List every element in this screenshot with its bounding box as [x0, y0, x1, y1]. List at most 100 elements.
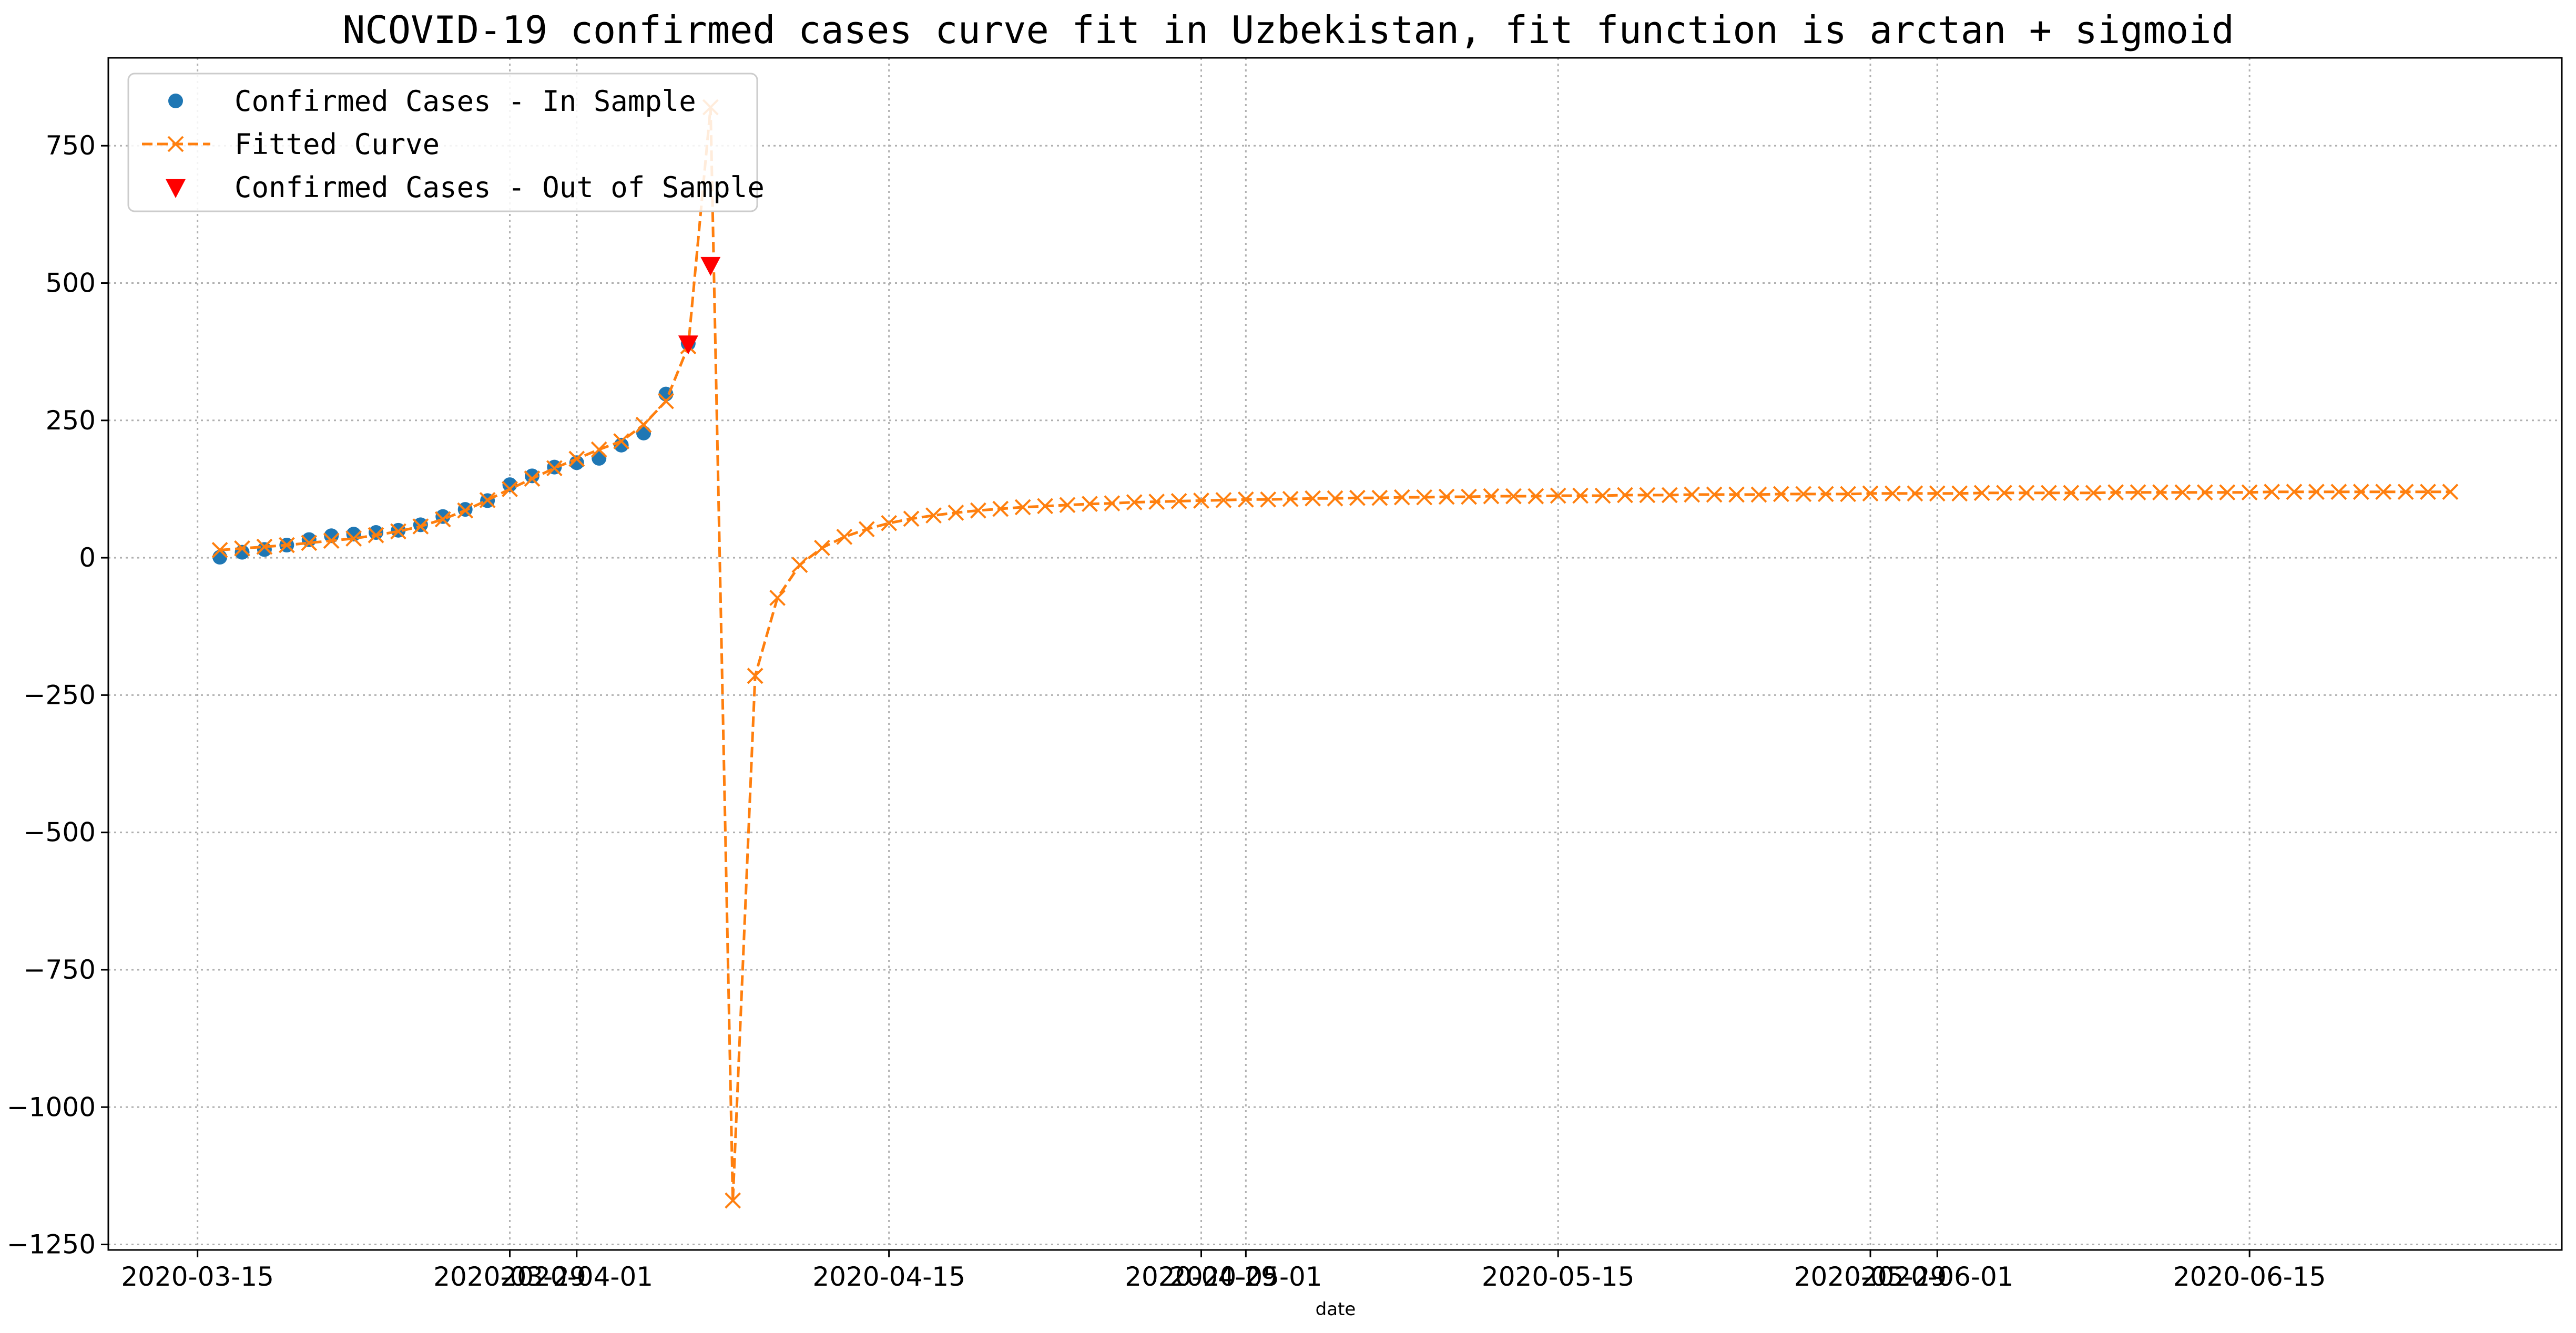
fitted-curve-marker — [1059, 497, 1076, 514]
fitted-curve-marker — [2375, 484, 2392, 500]
data-point-out-of-sample — [700, 257, 721, 276]
fitted-curve-marker — [1973, 485, 1990, 501]
x-tick-label: 2020-04-15 — [812, 1262, 965, 1292]
fitted-curve-marker — [1014, 499, 1031, 516]
data-point-in-sample — [257, 542, 272, 557]
fitted-curve-marker — [368, 527, 384, 544]
fitted-curve-line — [219, 107, 2450, 1201]
fitted-curve-marker — [1461, 488, 1477, 505]
data-point-out-of-sample — [678, 335, 698, 355]
legend-entry: Confirmed Cases - In Sample — [168, 85, 696, 118]
fitted-curve-marker — [2241, 484, 2258, 501]
fitted-curve-marker — [769, 589, 786, 606]
fitted-curve-marker — [1148, 494, 1165, 510]
fitted-curve-marker — [2107, 484, 2124, 501]
fitted-curve-marker — [256, 538, 273, 555]
fitted-curve-marker — [1505, 488, 1522, 505]
x-tick-label: 2020-05-15 — [1482, 1262, 1635, 1292]
x-tick-label: 2020-03-15 — [121, 1262, 274, 1292]
fitted-curve-marker — [2219, 484, 2236, 501]
y-tick-label: −750 — [24, 955, 96, 985]
fitted-curve-marker — [211, 542, 228, 558]
fitted-curve-marker — [1750, 486, 1767, 503]
fitted-curve-marker — [502, 481, 518, 497]
fitted-curve-marker — [345, 530, 362, 547]
fitted-curve-marker — [1684, 486, 1701, 503]
fitted-curve-marker — [2397, 484, 2414, 500]
fitted-curve-marker — [881, 515, 898, 531]
fitted-curve-marker — [836, 528, 853, 545]
fitted-curve-marker — [1795, 486, 1812, 503]
fitted-curve-marker — [2063, 485, 2080, 501]
legend-entry: Fitted Curve — [142, 128, 440, 161]
fitted-curve-marker — [457, 502, 474, 519]
fitted-curve-marker — [791, 557, 808, 573]
x-tick-label: 2020-06-15 — [2173, 1262, 2326, 1292]
fitted-curve-marker — [1639, 487, 1656, 504]
fitted-curve-marker — [2174, 484, 2191, 501]
fitted-curve-marker — [1170, 493, 1187, 509]
fitted-curve-marker — [1817, 486, 1834, 503]
series-in-sample — [212, 336, 696, 565]
fitted-curve-marker — [1104, 495, 1121, 512]
fitted-curve-marker — [1126, 494, 1143, 510]
x-tick-label: 2020-06-01 — [1861, 1262, 2014, 1292]
fitted-curve-marker — [2442, 484, 2459, 500]
fitted-curve-marker — [1617, 487, 1633, 504]
fitted-curve-marker — [479, 491, 496, 508]
fitted-curve-marker — [1862, 485, 1879, 502]
fitted-curve-marker — [546, 460, 563, 477]
fitted-curve-marker — [1193, 492, 1209, 509]
fitted-curve-marker — [1550, 487, 1566, 504]
fitted-curve-marker — [1773, 486, 1789, 503]
fitted-curve-marker — [1260, 491, 1277, 508]
fitted-curve-marker — [1349, 489, 1366, 506]
fitted-curve-marker — [412, 518, 429, 535]
fitted-curve-marker — [234, 540, 250, 557]
x-axis-label: date — [1316, 1299, 1356, 1320]
fitted-curve-marker — [2085, 485, 2102, 501]
y-tick-label: 250 — [46, 405, 96, 436]
y-tick-label: 0 — [79, 542, 96, 573]
fitted-curve-marker — [1483, 488, 1500, 505]
fitted-curve-marker — [1416, 489, 1433, 506]
fitted-curve-marker — [1907, 485, 1923, 502]
fitted-curve-marker — [992, 500, 1009, 517]
fitted-curve-marker — [970, 502, 986, 519]
fitted-curve-marker — [1037, 498, 1053, 515]
fitted-curve-marker — [2152, 484, 2168, 501]
legend-label: Confirmed Cases - In Sample — [235, 85, 696, 118]
data-point-in-sample — [502, 477, 517, 493]
fitted-curve-marker — [813, 539, 830, 556]
fitted-curve-marker — [434, 511, 451, 528]
fitted-curve-marker — [658, 393, 674, 409]
legend-box — [127, 73, 758, 212]
x-tick-label: 2020-03-29 — [433, 1262, 586, 1292]
fitted-curve-marker — [1393, 489, 1410, 506]
chart-title: NCOVID-19 confirmed cases curve fit in U… — [342, 8, 2234, 52]
fitted-curve-marker — [1081, 496, 1098, 512]
fitted-curve-marker — [1996, 485, 2012, 501]
fitted-curve-marker — [2040, 485, 2057, 501]
fitted-curve-marker — [1706, 486, 1723, 503]
fitted-curve-marker — [725, 1192, 741, 1209]
legend: Confirmed Cases - In Sample Fitted Curve C… — [127, 73, 765, 212]
fitted-curve-marker — [948, 504, 964, 521]
fitted-curve-marker — [2264, 484, 2280, 500]
fitted-curve-marker — [568, 450, 585, 467]
fitted-curve-marker — [1840, 486, 1857, 503]
data-point-in-sample — [301, 532, 317, 547]
y-tick-label: −1250 — [7, 1229, 96, 1260]
y-tick-label: −500 — [24, 817, 96, 848]
fitted-curve-marker — [301, 535, 318, 551]
fitted-curve-marker — [635, 416, 652, 433]
plot-area — [211, 99, 2459, 1209]
data-point-in-sample — [524, 468, 539, 484]
fitted-curve-marker — [1885, 485, 1901, 502]
fitted-curve-marker — [2196, 484, 2213, 501]
x-tick-label: 2020-05-01 — [1169, 1262, 1322, 1292]
fitted-curve-marker — [1594, 487, 1611, 504]
y-tick-label: −250 — [24, 680, 96, 710]
y-tick-label: 500 — [46, 268, 96, 299]
